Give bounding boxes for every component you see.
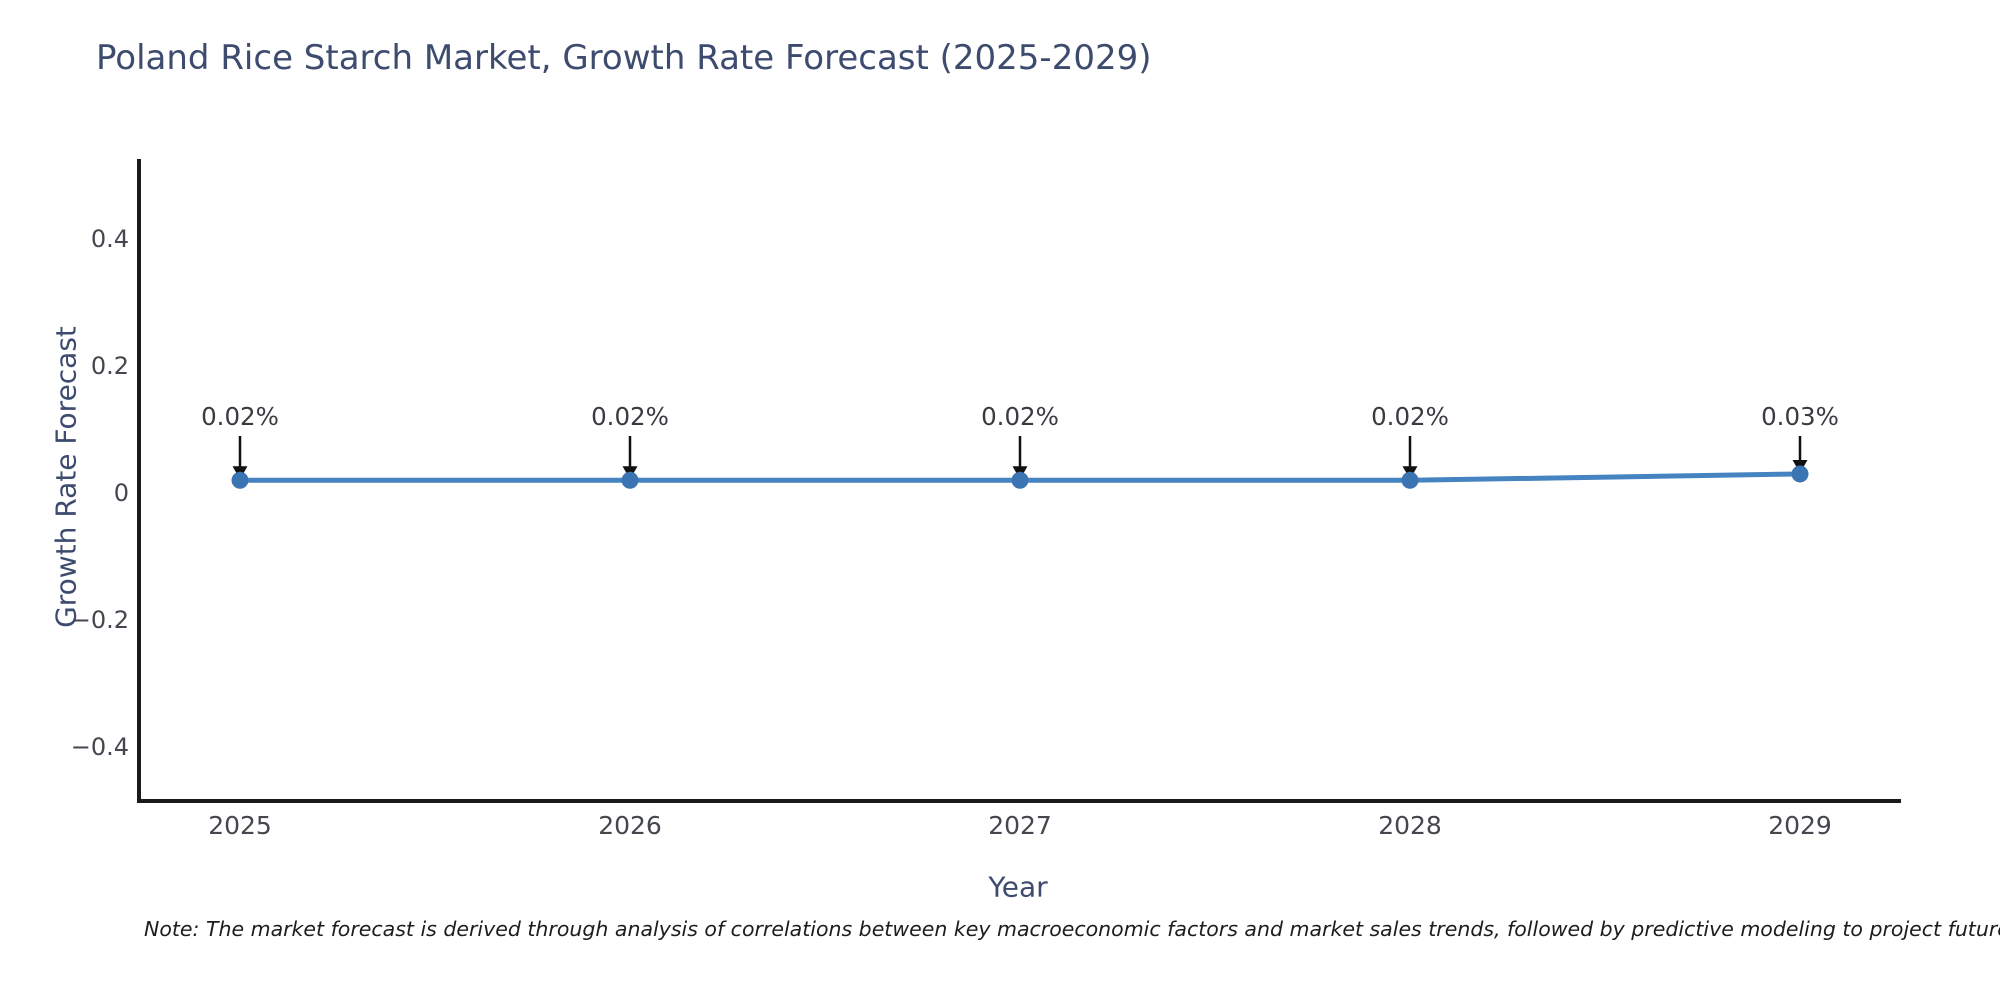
data-point-marker [231,471,249,489]
y-axis-spine [137,159,141,803]
x-tick-label: 2026 [598,811,662,840]
point-value-label: 0.02% [1371,402,1449,431]
y-tick-label: −0.4 [70,733,129,761]
x-tick-label: 2029 [1768,811,1832,840]
y-tick-label: −0.2 [70,606,129,634]
chart-title: Poland Rice Starch Market, Growth Rate F… [96,38,1152,78]
x-axis-label: Year [988,870,1048,904]
footnote: Note: The market forecast is derived thr… [144,917,2000,941]
data-point-marker [1791,465,1809,483]
y-tick-label: 0.4 [90,225,129,253]
point-value-label: 0.02% [981,402,1059,431]
data-point-marker [1401,471,1419,489]
x-tick-label: 2025 [208,811,272,840]
y-tick-label: 0 [113,479,129,507]
data-point-marker [621,471,639,489]
point-value-label: 0.02% [201,402,279,431]
x-axis-spine [137,799,1901,803]
point-value-label: 0.03% [1761,402,1839,431]
point-value-label: 0.02% [591,402,669,431]
y-tick-label: 0.2 [90,352,129,380]
x-tick-label: 2028 [1378,811,1442,840]
data-point-marker [1011,471,1029,489]
x-tick-label: 2027 [988,811,1052,840]
